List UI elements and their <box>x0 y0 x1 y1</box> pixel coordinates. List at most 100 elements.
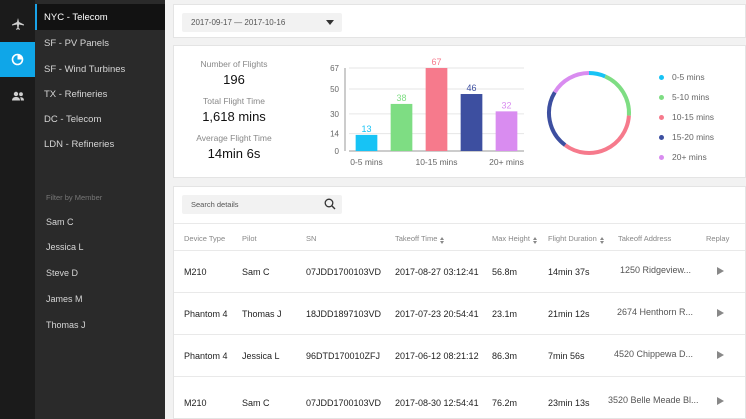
column-header-takeoff-time[interactable]: Takeoff Time <box>395 234 445 244</box>
cell-takeoff-address: 3520 Belle Meade Bl... <box>608 395 699 405</box>
flight-duration-bar-chart: 0 14 30 50 67 13 0-5 mins 38 67 10-15 mins 46 32 20+… <box>330 57 524 167</box>
cell-pilot: Thomas J <box>242 309 282 319</box>
member-item-thomas-j[interactable]: Thomas J <box>46 320 86 330</box>
date-range-select[interactable]: 2017-09-17 — 2017-10-16 <box>182 13 342 32</box>
member-item-jessica-l[interactable]: Jessica L <box>46 242 84 252</box>
rail-members-button[interactable] <box>0 78 35 113</box>
project-label: SF - Wind Turbines <box>44 63 126 75</box>
filter-by-member-label: Filter by Member <box>46 193 103 202</box>
cell-device-type: Phantom 4 <box>184 351 228 361</box>
y-tick-label: 67 <box>330 64 339 73</box>
legend-dot <box>659 134 664 140</box>
project-sidebar: NYC - Telecom SF - PV Panels SF - Wind T… <box>35 0 165 419</box>
bar <box>460 94 483 151</box>
donut-slice <box>604 74 631 116</box>
play-icon[interactable] <box>717 351 724 359</box>
cell-max-height: 23.1m <box>492 309 518 319</box>
legend-item: 5-10 mins <box>659 92 709 102</box>
search-icon[interactable] <box>324 198 336 210</box>
table-header: Device Type Pilot SN Takeoff Time Max He… <box>174 223 745 251</box>
column-header-flight-duration[interactable]: Flight Duration <box>548 234 604 244</box>
column-header-label: Takeoff Time <box>395 234 438 243</box>
y-tick-label: 14 <box>330 130 339 139</box>
donut-slice <box>547 91 567 147</box>
table-row[interactable]: M210 Sam C 07JDD1700103VD 2017-08-30 12:… <box>174 377 745 418</box>
project-label: TX - Refineries <box>44 88 108 100</box>
column-header-max-height[interactable]: Max Height <box>492 234 537 244</box>
project-label: NYC - Telecom <box>44 11 108 23</box>
column-header-replay[interactable]: Replay <box>706 234 730 243</box>
cell-takeoff-address: 1250 Ridgeview... <box>620 265 692 275</box>
bar <box>355 134 378 151</box>
legend-label: 15-20 mins <box>672 132 715 142</box>
bar-value-label: 67 <box>431 57 441 67</box>
project-item-ldn-refineries[interactable]: LDN - Refineries <box>35 131 165 157</box>
project-item-tx-refineries[interactable]: TX - Refineries <box>35 81 165 107</box>
bar <box>425 68 448 151</box>
column-header-sn[interactable]: SN <box>306 234 317 243</box>
cell-flight-duration: 14min 37s <box>548 267 590 277</box>
rail-flights-button[interactable] <box>0 6 35 41</box>
table-row[interactable]: M210 Sam C 07JDD1700103VD 2017-08-27 03:… <box>174 251 745 293</box>
search-input[interactable]: Search details <box>182 195 342 214</box>
column-header-pilot[interactable]: Pilot <box>242 234 257 243</box>
cell-sn: 96DTD170010ZFJ <box>306 351 381 361</box>
play-icon[interactable] <box>717 267 724 275</box>
column-header-takeoff-address[interactable]: Takeoff Address <box>618 234 672 243</box>
x-tick-label: 10-15 mins <box>415 157 457 167</box>
cell-max-height: 56.8m <box>492 267 518 277</box>
cell-takeoff-time: 2017-08-30 12:54:41 <box>395 398 479 408</box>
cell-sn: 18JDD1897103VD <box>306 309 382 319</box>
search-placeholder: Search details <box>191 200 239 209</box>
table-row[interactable]: Phantom 4 Thomas J 18JDD1897103VD 2017-0… <box>174 293 745 335</box>
donut-slice <box>553 71 590 94</box>
member-item-james-m[interactable]: James M <box>46 294 83 304</box>
member-item-steve-d[interactable]: Steve D <box>46 268 79 278</box>
project-label: LDN - Refineries <box>44 138 115 150</box>
cell-sn: 07JDD1700103VD <box>306 267 382 277</box>
bar-value-label: 46 <box>466 83 476 93</box>
legend-dot <box>659 74 664 80</box>
y-tick-label: 0 <box>335 147 340 156</box>
legend-item: 0-5 mins <box>659 72 705 82</box>
column-header-label: Max Height <box>492 234 530 243</box>
project-item-dc-telecom[interactable]: DC - Telecom <box>35 106 165 132</box>
legend-item: 10-15 mins <box>659 112 714 122</box>
average-flight-time-value: 14min 6s <box>207 146 261 161</box>
cell-pilot: Sam C <box>242 267 270 277</box>
x-tick-label: 20+ mins <box>489 157 524 167</box>
cell-device-type: M210 <box>184 267 207 277</box>
bar-value-label: 32 <box>501 100 511 110</box>
member-item-sam-c[interactable]: Sam C <box>46 217 74 227</box>
bar <box>495 111 518 151</box>
legend-dot <box>659 114 664 120</box>
x-tick-label: 0-5 mins <box>350 157 383 167</box>
icon-rail <box>0 0 35 419</box>
legend-label: 5-10 mins <box>672 92 710 102</box>
main-content: 2017-09-17 — 2017-10-16 Number of Flight… <box>165 0 746 419</box>
play-icon[interactable] <box>717 309 724 317</box>
cell-flight-duration: 23min 13s <box>548 398 590 408</box>
number-of-flights-label: Number of Flights <box>200 59 268 69</box>
project-label: SF - PV Panels <box>44 37 109 49</box>
project-item-nyc-telecom[interactable]: NYC - Telecom <box>35 4 165 30</box>
table-row[interactable]: Phantom 4 Jessica L 96DTD170010ZFJ 2017-… <box>174 335 745 377</box>
legend-item: 20+ mins <box>659 152 707 162</box>
total-flight-time-value: 1,618 mins <box>202 109 266 124</box>
stats-card: Number of Flights 196 Total Flight Time … <box>173 45 746 178</box>
flight-duration-donut-chart <box>547 71 631 155</box>
y-tick-label: 50 <box>330 85 339 94</box>
legend-item: 15-20 mins <box>659 132 714 142</box>
rail-dashboard-button[interactable] <box>0 42 35 77</box>
sort-icon <box>532 237 537 244</box>
y-tick-label: 30 <box>330 110 339 119</box>
caret-down-icon <box>326 20 334 25</box>
column-header-device-type[interactable]: Device Type <box>184 234 226 243</box>
legend-label: 0-5 mins <box>672 72 705 82</box>
project-item-sf-pv-panels[interactable]: SF - PV Panels <box>35 30 165 56</box>
play-icon[interactable] <box>717 397 724 405</box>
pie-chart-icon <box>11 53 24 66</box>
sort-icon <box>599 237 604 244</box>
project-item-sf-wind-turbines[interactable]: SF - Wind Turbines <box>35 56 165 82</box>
cell-takeoff-time: 2017-06-12 08:21:12 <box>395 351 479 361</box>
